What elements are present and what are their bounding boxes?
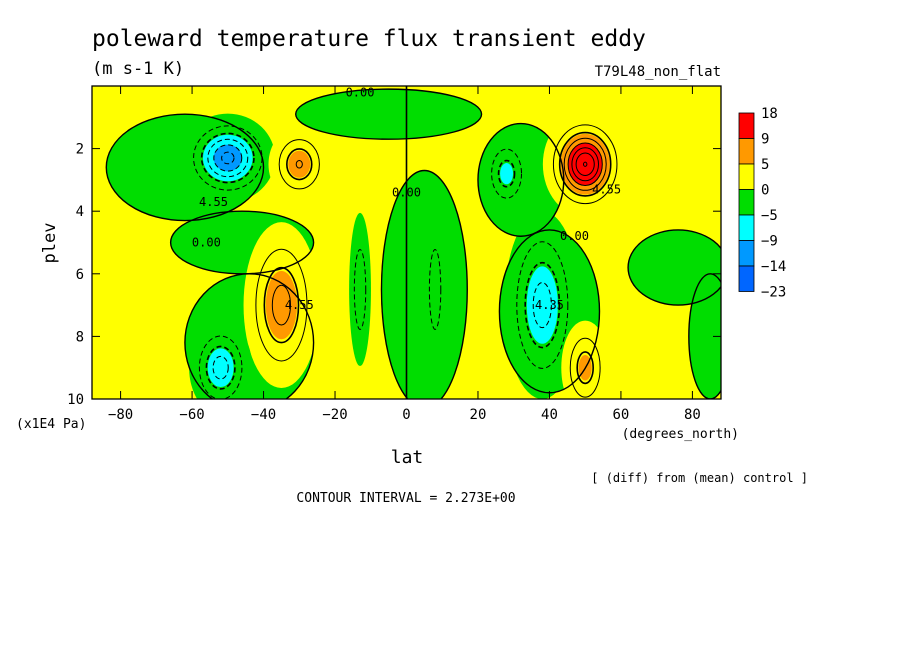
contour-line — [198, 335, 243, 399]
zero-contour-line — [380, 169, 468, 399]
contour-labels: 0.00 4.55 0.00 4.55 0.00 4.55 0.00 4.35 — [192, 85, 621, 312]
contour-line — [207, 138, 249, 178]
y-axis-ticks: 2 4 6 8 10 — [67, 142, 721, 408]
colorbar-swatch — [738, 138, 755, 165]
contour-field — [106, 89, 721, 399]
negative-region — [295, 89, 482, 140]
zero-contour-line — [105, 113, 265, 222]
x-tick-label: −40 — [251, 407, 276, 423]
contour-label: 4.55 — [285, 298, 314, 312]
y-tick-label: 8 — [76, 329, 84, 345]
zero-contour-line — [295, 88, 483, 140]
contour-line — [221, 151, 235, 165]
contour-line — [213, 144, 243, 172]
y-tick-label: 4 — [76, 204, 84, 220]
filled-contour — [574, 151, 596, 178]
x-tick-label: 20 — [470, 407, 487, 423]
x-tick-label: −60 — [179, 407, 204, 423]
contour-line — [286, 148, 313, 181]
contour-line — [582, 161, 588, 167]
filled-contour — [500, 163, 514, 185]
contour-line — [558, 131, 612, 197]
contour-label: 4.55 — [592, 182, 621, 196]
diff-label: [ (diff) from (mean) control ] — [591, 471, 808, 485]
contour-label: 0.00 — [560, 229, 589, 243]
colorbar-swatch — [738, 214, 755, 241]
zero-contour-line — [477, 122, 565, 237]
contour-line — [569, 337, 601, 398]
contour-line — [532, 282, 552, 329]
colorbar-label: −23 — [761, 285, 786, 301]
contour-line — [428, 249, 442, 330]
zero-contour-line — [184, 273, 315, 399]
x-axis-ticks: −80 −60 −40 −20 0 20 40 60 80 — [108, 86, 701, 423]
contour-line — [575, 152, 595, 177]
x-tick-label: 60 — [613, 407, 630, 423]
contour-lines — [105, 86, 721, 399]
contour-interval-label: CONTOUR INTERVAL = 2.273E+00 — [296, 491, 515, 506]
colorbar-swatch — [738, 163, 755, 190]
y-axis-label: plev — [40, 223, 60, 264]
x-tick-label: −20 — [322, 407, 347, 423]
x-tick-label: 40 — [541, 407, 558, 423]
contour-line — [205, 345, 236, 390]
colorbar: 18 9 5 0 −5 −9 −14 −23 — [738, 106, 786, 301]
contour-line — [552, 124, 618, 205]
colorbar-label: 5 — [761, 157, 769, 173]
colorbar-label: 9 — [761, 132, 769, 148]
contour-line — [353, 249, 367, 330]
contour-label: 0.00 — [346, 85, 375, 99]
chart-title: poleward temperature flux transient eddy — [92, 26, 646, 52]
contour-line — [200, 132, 255, 184]
contour-line — [524, 261, 561, 349]
colorbar-label: −5 — [761, 208, 778, 224]
filled-contour — [424, 212, 447, 367]
y-tick-label: 2 — [76, 142, 84, 158]
contour-label: 0.00 — [192, 236, 221, 250]
filled-contour — [526, 266, 558, 344]
filled-contour — [207, 348, 234, 388]
units-label: (m s-1 K) — [92, 59, 184, 79]
contour-line — [576, 351, 594, 385]
contour-line — [271, 284, 292, 326]
contour-line — [563, 137, 607, 191]
contour-label: 0.00 — [392, 185, 421, 199]
colorbar-label: 0 — [761, 183, 769, 199]
colorbar-label: −9 — [761, 234, 778, 250]
colorbar-swatch — [738, 265, 755, 292]
y-axis-units: (x1E4 Pa) — [16, 417, 86, 432]
contour-line — [263, 266, 300, 344]
x-axis-label: lat — [391, 447, 424, 468]
colorbar-label: −14 — [761, 259, 786, 275]
x-tick-label: 0 — [402, 407, 410, 423]
contour-line — [295, 159, 303, 169]
contour-label: 4.35 — [535, 298, 564, 312]
contour-line — [255, 248, 308, 362]
filled-contour — [288, 150, 311, 178]
colorbar-label: 18 — [761, 106, 778, 122]
contour-line — [212, 355, 229, 380]
x-axis-units: (degrees_north) — [622, 427, 739, 442]
contour-label: 4.55 — [199, 195, 228, 209]
contour-line — [516, 241, 569, 369]
y-tick-label: 6 — [76, 267, 84, 283]
negative-region — [688, 273, 721, 399]
contour-line — [571, 147, 599, 182]
x-tick-label: −80 — [108, 407, 133, 423]
contour-line — [278, 139, 320, 190]
filled-contour — [349, 212, 371, 367]
colorbar-swatch — [738, 189, 755, 216]
zero-contour-line — [627, 229, 721, 306]
contour-line — [567, 142, 603, 186]
contour-line — [497, 159, 516, 188]
y-tick-label: 10 — [67, 392, 84, 408]
contour-line — [491, 148, 523, 199]
colorbar-swatch — [738, 240, 755, 267]
run-label: T79L48_non_flat — [595, 64, 721, 80]
x-tick-label: 80 — [684, 407, 701, 423]
colorbar-swatch — [738, 112, 755, 139]
filled-contour — [213, 144, 243, 172]
